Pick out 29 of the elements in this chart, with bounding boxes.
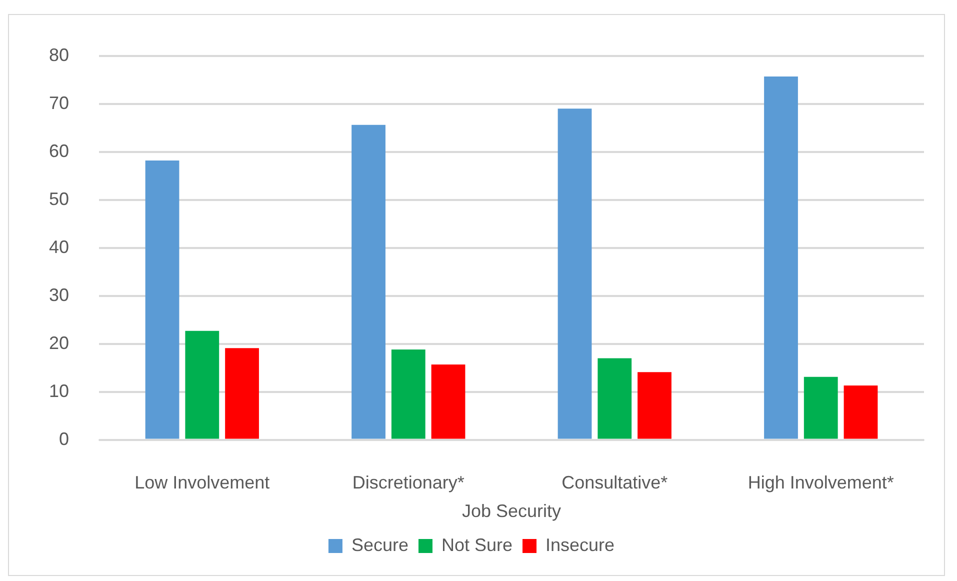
legend-label: Not Sure [441,534,513,555]
bar [764,76,798,439]
y-tick-label: 20 [48,332,70,353]
bar [225,348,259,439]
y-tick-label: 0 [59,428,70,449]
bar [185,330,220,439]
bar [638,372,672,439]
y-tick-label: 70 [48,92,70,113]
bar [391,350,426,439]
legend-label: Secure [351,534,408,555]
x-axis-title: Job Security [462,501,562,522]
y-tick-label: 60 [48,140,70,161]
y-tick-label: 40 [48,236,70,257]
legend-label: Insecure [546,534,615,555]
bar [558,108,592,439]
bar [352,124,386,439]
bar [145,160,180,439]
bar [804,376,838,439]
y-tick-label: 30 [48,284,70,305]
bar [844,386,878,439]
x-tick-label: Discretionary* [352,472,464,493]
y-tick-label: 10 [48,380,70,401]
bar [431,364,466,439]
bar [598,358,632,439]
y-tick-label: 50 [48,188,70,209]
y-tick-label: 80 [48,44,70,65]
x-tick-label: Low Involvement [134,472,270,493]
x-tick-label: Consultative* [562,472,668,493]
x-tick-label: High Involvement* [748,472,894,493]
